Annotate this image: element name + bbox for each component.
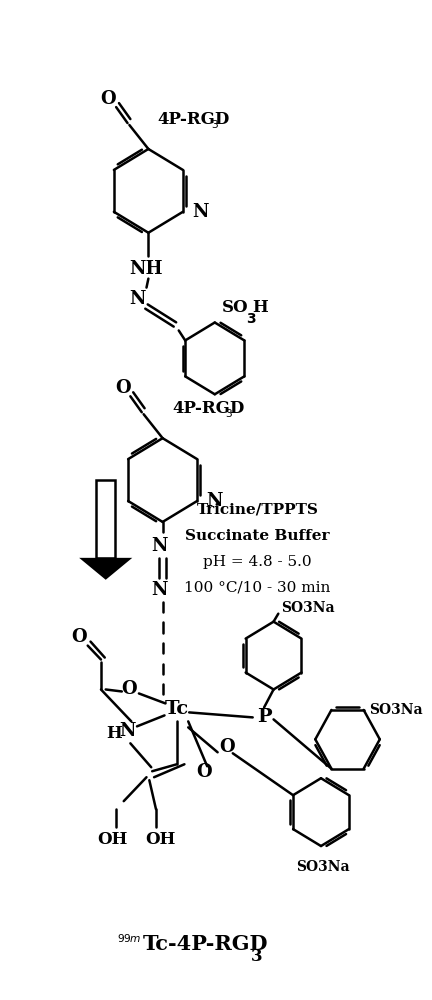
Bar	[96, 480, 115, 558]
Text: 4P-RGD: 4P-RGD	[158, 111, 230, 128]
Text: N: N	[206, 492, 223, 510]
Text: N: N	[129, 290, 145, 308]
Text: 3: 3	[251, 948, 262, 965]
Text: O: O	[115, 379, 130, 397]
Text: $_3$: $_3$	[211, 116, 219, 131]
Text: N: N	[152, 581, 168, 599]
Text: O: O	[196, 763, 211, 781]
Text: N: N	[119, 722, 136, 740]
Text: NH: NH	[130, 260, 163, 278]
Text: Tricine/TPPTS: Tricine/TPPTS	[197, 503, 318, 517]
Polygon shape	[79, 558, 132, 580]
Text: Succinate Buffer: Succinate Buffer	[185, 529, 330, 543]
Text: SO3Na: SO3Na	[296, 860, 349, 874]
Text: SO: SO	[222, 299, 249, 316]
Text: H: H	[106, 725, 122, 742]
Text: O: O	[101, 90, 116, 108]
Text: Tc-4P-RGD: Tc-4P-RGD	[143, 934, 268, 954]
Text: P: P	[257, 708, 271, 726]
Text: H: H	[253, 299, 268, 316]
Text: OH: OH	[97, 831, 127, 848]
Text: O: O	[219, 738, 235, 756]
Text: $_3$: $_3$	[225, 405, 233, 420]
Text: $^{99m}$: $^{99m}$	[118, 937, 142, 951]
Text: O: O	[71, 628, 87, 646]
Text: SO3Na: SO3Na	[369, 703, 423, 717]
Text: O: O	[121, 680, 137, 698]
Text: 4P-RGD: 4P-RGD	[172, 400, 245, 417]
Text: 3: 3	[246, 312, 256, 326]
Text: N: N	[152, 537, 168, 555]
Text: 100 °C/10 - 30 min: 100 °C/10 - 30 min	[184, 581, 330, 595]
Text: pH = 4.8 - 5.0: pH = 4.8 - 5.0	[203, 555, 312, 569]
Text: N: N	[192, 203, 209, 221]
Text: OH: OH	[146, 831, 176, 848]
Text: SO3Na: SO3Na	[281, 601, 335, 615]
Text: Tc: Tc	[165, 700, 189, 718]
